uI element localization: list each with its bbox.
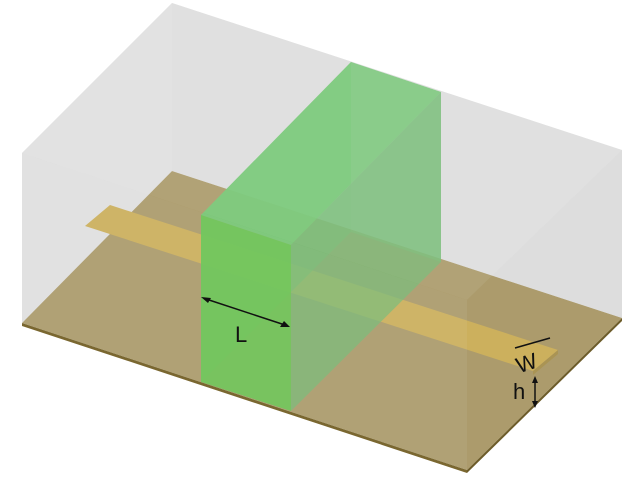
substrate-right-edge bbox=[467, 318, 622, 473]
microstrip-line-edge bbox=[533, 350, 558, 375]
length-dimension bbox=[201, 297, 290, 327]
length-arrowhead-right bbox=[280, 321, 290, 327]
width-dimension bbox=[514, 337, 551, 349]
substrate-front-edge bbox=[22, 323, 467, 473]
air-box-back-left-face bbox=[22, 3, 172, 323]
width-dimension-line bbox=[514, 337, 551, 349]
height-arrowhead-bottom bbox=[532, 401, 538, 408]
green-block-front-face bbox=[201, 215, 291, 411]
air-box-front bbox=[22, 3, 622, 470]
air-box-top-face bbox=[22, 3, 622, 300]
length-label: L bbox=[235, 322, 247, 347]
length-arrowhead-left bbox=[201, 297, 211, 303]
height-arrowhead-top bbox=[532, 376, 538, 383]
height-label: h bbox=[513, 379, 525, 404]
air-box-right-face bbox=[467, 150, 622, 470]
length-dimension-line bbox=[205, 298, 286, 326]
green-block bbox=[201, 62, 441, 411]
height-dimension bbox=[532, 376, 538, 408]
green-block-right-face bbox=[291, 92, 441, 411]
